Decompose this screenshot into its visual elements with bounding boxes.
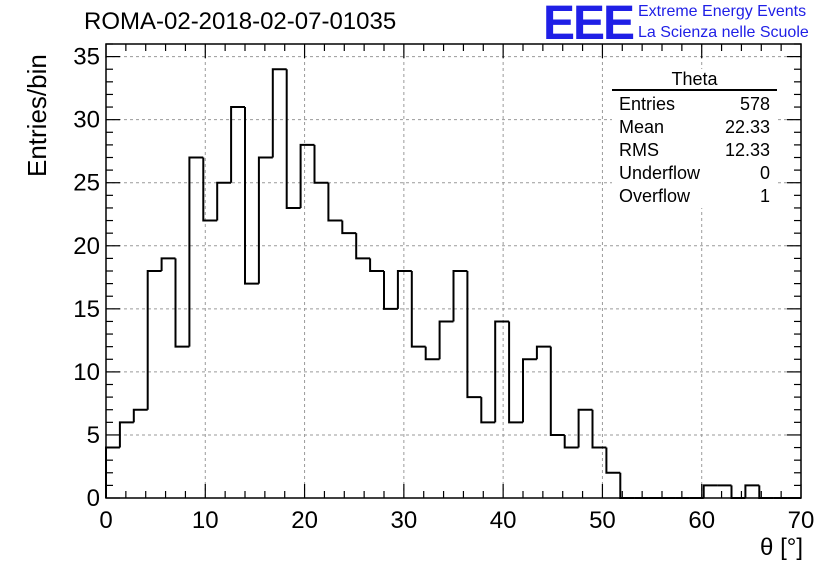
y-tick-label: 10 bbox=[73, 359, 100, 386]
histogram-bin bbox=[369, 258, 384, 272]
histogram-bin bbox=[257, 156, 273, 284]
y-tick-label: 25 bbox=[73, 170, 100, 197]
y-tick-label: 20 bbox=[73, 233, 100, 260]
histogram-bin bbox=[730, 485, 746, 499]
histogram-bin bbox=[702, 484, 718, 498]
stats-box: Theta Entries 578 Mean 22.33 RMS 12.33 U… bbox=[612, 69, 777, 208]
histogram-bin bbox=[494, 320, 510, 423]
histogram-bin bbox=[118, 421, 134, 448]
histogram-bin bbox=[396, 270, 412, 309]
histogram-bin bbox=[605, 447, 621, 474]
histogram-bin bbox=[577, 408, 593, 448]
x-tick-label: 20 bbox=[291, 507, 318, 534]
x-tick-label: 60 bbox=[688, 507, 715, 534]
y-tick-label: 15 bbox=[73, 296, 100, 323]
chart-title: ROMA-02-2018-02-07-01035 bbox=[84, 8, 397, 35]
x-tick-label: 50 bbox=[589, 507, 616, 534]
histogram-bin bbox=[271, 68, 287, 158]
histogram-bin bbox=[508, 321, 523, 424]
histogram-bin bbox=[383, 271, 398, 310]
x-tick-label: 0 bbox=[99, 507, 112, 534]
stats-row-underflow: Underflow 0 bbox=[612, 162, 777, 185]
stats-label: Mean bbox=[619, 117, 665, 137]
x-tick-label: 70 bbox=[788, 507, 815, 534]
histogram-bin bbox=[299, 143, 315, 208]
stats-row-mean: Mean 22.33 bbox=[612, 116, 777, 139]
y-tick-label: 30 bbox=[73, 107, 100, 134]
x-tick-label: 10 bbox=[192, 507, 219, 534]
histogram-bars bbox=[105, 68, 801, 499]
histogram-bin bbox=[216, 181, 232, 221]
y-tick-label: 0 bbox=[87, 485, 100, 512]
stats-value: 12.33 bbox=[724, 140, 770, 160]
histogram-bin bbox=[188, 156, 204, 347]
histogram-bin bbox=[452, 270, 468, 322]
stats-row-entries: Entries 578 bbox=[612, 93, 777, 116]
histogram-bin bbox=[563, 434, 579, 449]
stats-label: RMS bbox=[619, 140, 659, 160]
logo-subtitle-1: Extreme Energy Events bbox=[638, 3, 807, 20]
histogram-bin bbox=[591, 409, 607, 449]
histogram-bin bbox=[522, 358, 537, 423]
histogram-bin bbox=[424, 346, 440, 361]
histogram-bin bbox=[480, 397, 496, 424]
histogram-bin bbox=[132, 408, 148, 423]
histogram-bin bbox=[230, 106, 245, 183]
x-tick-label: 30 bbox=[391, 507, 418, 534]
logo-subtitle-2: La Scienza nelle Scuole bbox=[638, 24, 809, 41]
histogram-bin bbox=[146, 270, 162, 410]
histogram-bin bbox=[744, 484, 760, 498]
histogram-bin bbox=[313, 144, 329, 184]
stats-label: Overflow bbox=[619, 186, 691, 206]
histogram-bin bbox=[438, 320, 454, 360]
y-tick-label: 5 bbox=[87, 422, 100, 449]
stats-value: 22.33 bbox=[724, 117, 770, 137]
histogram-bin bbox=[466, 271, 482, 399]
axis-ticks bbox=[105, 43, 802, 499]
stats-row-overflow: Overflow 1 bbox=[612, 185, 777, 208]
histogram-bin bbox=[355, 233, 371, 260]
stats-row-rms: RMS 12.33 bbox=[612, 139, 777, 162]
stats-title: Theta bbox=[612, 69, 777, 91]
stats-value: 1 bbox=[759, 186, 770, 206]
y-tick-label: 35 bbox=[73, 44, 100, 71]
histogram-bin bbox=[174, 258, 190, 348]
histogram-bin bbox=[202, 157, 218, 222]
histogram-bin bbox=[410, 271, 426, 348]
y-axis-label: Entries/bin bbox=[22, 54, 52, 177]
stats-label: Entries bbox=[619, 94, 676, 114]
histogram-bin bbox=[549, 346, 565, 436]
histogram-bin bbox=[285, 69, 301, 209]
histogram-bin bbox=[160, 257, 176, 271]
x-axis-label: θ [°] bbox=[760, 534, 803, 561]
stats-value: 578 bbox=[739, 94, 770, 114]
x-tick-label: 40 bbox=[490, 507, 517, 534]
stats-label: Underflow bbox=[619, 163, 701, 183]
histogram-bin bbox=[341, 220, 357, 235]
eee-logo: EEE bbox=[543, 0, 635, 50]
stats-value: 0 bbox=[759, 163, 770, 183]
histogram-bin bbox=[327, 182, 343, 222]
histogram-bin bbox=[535, 345, 551, 360]
histogram-bin bbox=[244, 107, 259, 285]
